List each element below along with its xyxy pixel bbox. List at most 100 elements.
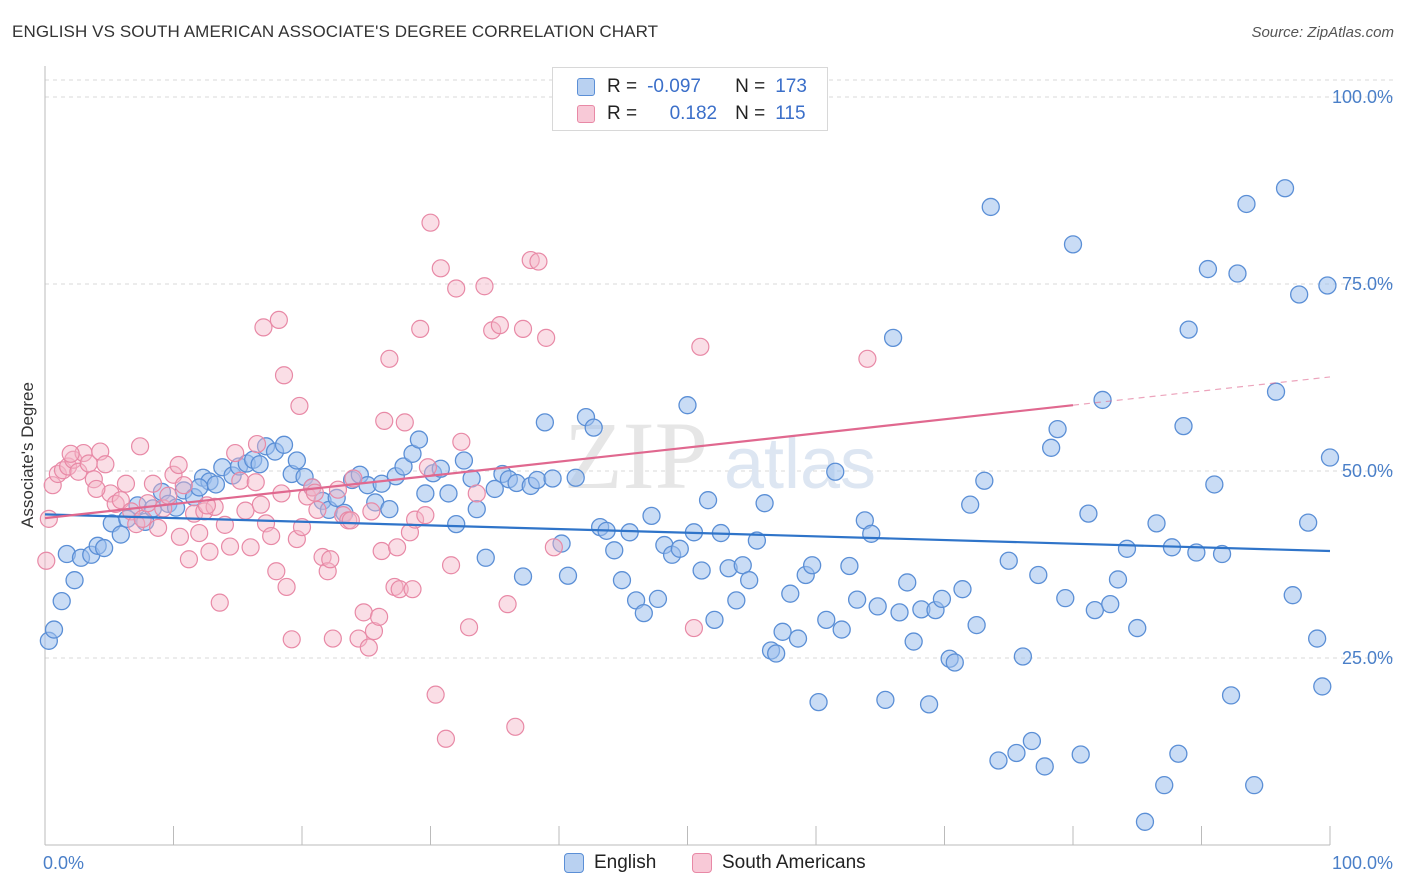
south-american-point [328,480,348,499]
english-point [612,571,632,590]
english-point [634,603,653,623]
south-american-point [370,607,389,626]
south-american-point [179,550,199,569]
south-american-point [277,577,296,597]
english-point [476,548,495,567]
english-point [1205,475,1224,494]
r-value-english: -0.097 [647,76,701,97]
south-american-point [282,630,301,649]
south-americans-swatch [577,105,595,123]
english-point [528,470,547,490]
south-american-point [308,500,327,519]
english-point [1029,565,1048,585]
south-american-point [111,491,130,510]
english-point [1013,647,1033,666]
english-point [1275,179,1295,198]
english-point [1299,513,1318,532]
south-american-point [43,476,62,495]
south-american-point [39,509,58,528]
english-point [932,589,952,609]
south-american-point [236,501,255,520]
english-point [953,580,972,599]
chart-title: ENGLISH VS SOUTH AMERICAN ASSOCIATE'S DE… [12,22,659,41]
english-point [781,584,800,603]
english-point [584,418,603,437]
english-point [840,556,859,576]
south-american-point [61,444,80,463]
south-american-point [226,443,245,463]
south-american-point [521,250,540,270]
south-american-point [684,618,704,638]
south-american-point [87,479,106,499]
english-point [454,451,474,470]
south-american-point [387,538,407,557]
english-point [94,538,114,558]
english-point [52,592,71,611]
english-point [1290,285,1309,304]
english-point [648,589,668,609]
english-point [1042,438,1061,457]
south-american-point [475,277,494,296]
south-american-point [380,349,399,368]
english-point [868,597,887,616]
english-point [190,478,209,497]
english-point [274,435,294,454]
english-point [394,457,413,476]
english-point [1283,586,1302,605]
english-point [975,471,994,490]
english-point [1007,743,1026,763]
english-point [1085,600,1104,620]
south-american-point [513,319,533,338]
english-point [467,499,486,519]
english-point [817,610,836,630]
english-point [670,539,689,558]
english-point [773,622,792,641]
english-point [698,491,718,510]
south-american-point [231,471,250,490]
english-point [1108,570,1128,589]
english-point [287,451,307,470]
english-point [1101,594,1120,614]
south-american-point [691,337,710,356]
south-american-point [416,506,435,525]
south-american-point [190,523,209,543]
english-point [967,615,986,635]
south-americans-legend-label: South Americans [722,852,866,873]
south-american-point [37,551,56,570]
south-american-point [390,580,409,599]
english-point [1318,276,1337,295]
english-point [44,620,64,639]
south-american-point [359,638,378,657]
english-point [566,468,585,487]
english-point [1169,744,1188,763]
south-american-point [544,538,563,557]
english-point [832,620,851,639]
legend-item-english[interactable]: English [564,852,656,874]
english-point [919,695,939,714]
y-tick-label: 75.0% [1342,274,1393,294]
english-point [1147,514,1166,533]
english-point [999,551,1018,570]
tick-labels: 100.0% 75.0% 50.0% 25.0% 0.0% 100.0% [43,87,1393,873]
english-point [862,524,881,543]
english-point [705,610,724,630]
english-point [883,328,903,348]
south-american-point [447,279,466,298]
south-american-point [269,310,288,330]
english-legend-label: English [594,852,657,873]
y-tick-label: 100.0% [1332,87,1393,107]
english-point [945,653,964,672]
legend-item-south-americans[interactable]: South Americans [692,852,866,874]
south-american-point [323,629,342,648]
south-american-point [290,396,309,416]
south-american-point [349,629,368,648]
english-point [380,499,399,519]
south-american-point [441,556,461,575]
english-trend-line [44,513,1331,553]
english-point [206,475,226,494]
south-american-point [452,432,471,451]
english-point [543,469,562,488]
south-american-point [169,455,188,475]
english-point [692,561,711,580]
